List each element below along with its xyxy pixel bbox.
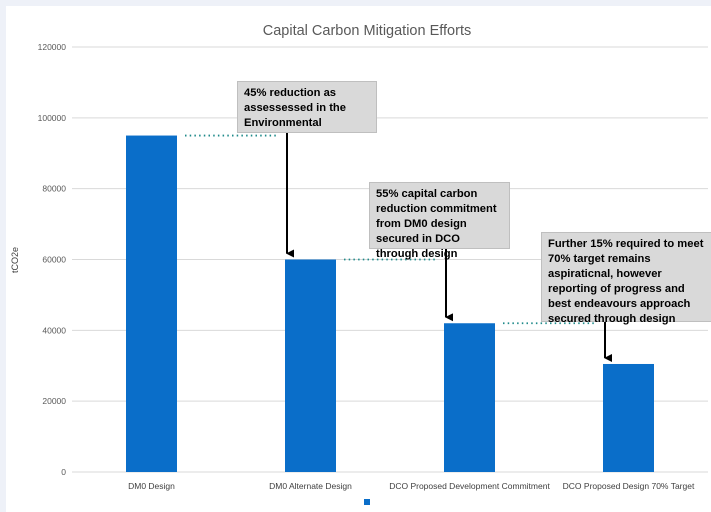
y-axis-title: tCO2e xyxy=(10,247,20,273)
y-tick-label: 40000 xyxy=(42,325,66,335)
annotation-box-2: 55% capital carbon reduction commitment … xyxy=(369,182,510,260)
chart-svg: Capital Carbon Mitigation Efforts 0 20000… xyxy=(10,23,708,505)
y-axis-ticks: 0 20000 40000 60000 80000 100000 120000 xyxy=(38,42,67,477)
category-label: DM0 Design xyxy=(128,481,175,491)
bar xyxy=(285,259,336,472)
category-label: DCO Proposed Development Commitment xyxy=(389,481,550,491)
category-label: DM0 Alternate Design xyxy=(269,481,352,491)
chart-title: Capital Carbon Mitigation Efforts xyxy=(263,23,471,39)
y-tick-label: 120000 xyxy=(38,42,67,52)
annotation-box-1: 45% reduction as assessessed in the Envi… xyxy=(237,81,377,133)
annotation-arrows xyxy=(286,127,612,362)
y-tick-label: 100000 xyxy=(38,113,67,123)
y-tick-label: 20000 xyxy=(42,396,66,406)
bar xyxy=(603,363,654,472)
bar xyxy=(126,135,177,472)
y-tick-label: 0 xyxy=(61,467,66,477)
annotation-box-3: Further 15% required to meet 70% target … xyxy=(541,232,711,325)
category-label: DCO Proposed Design 70% Target xyxy=(563,481,695,491)
category-labels: DM0 Design DM0 Alternate Design DCO Propos… xyxy=(128,481,695,491)
y-tick-label: 80000 xyxy=(42,184,66,194)
y-tick-label: 60000 xyxy=(42,255,66,265)
legend-marker xyxy=(364,499,370,505)
bar xyxy=(444,323,495,472)
chart-area: Capital Carbon Mitigation Efforts 0 20000… xyxy=(6,6,711,512)
connector-lines xyxy=(185,134,597,325)
bars xyxy=(126,135,654,472)
